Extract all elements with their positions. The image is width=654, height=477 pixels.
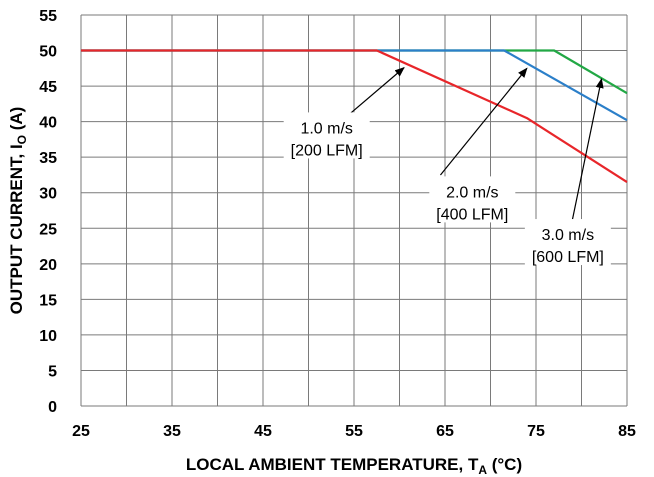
annotation-arrow bbox=[439, 67, 528, 176]
y-tick-label: 15 bbox=[39, 292, 57, 309]
y-tick-label: 20 bbox=[39, 257, 57, 274]
annotation-arrow bbox=[344, 66, 405, 119]
y-tick-label: 10 bbox=[39, 328, 57, 345]
y-tick-label: 5 bbox=[48, 363, 57, 380]
tick-labels: 25 35 45 55 65 75 85 0 5 10 15 20 25 30 35 40 45 50 55 bbox=[39, 8, 636, 440]
annotation-background bbox=[524, 219, 611, 266]
x-axis-title: LOCAL AMBIENT TEMPERATURE, TA (°C) bbox=[186, 455, 522, 477]
y-tick-label: 55 bbox=[39, 8, 57, 25]
series-line bbox=[81, 49, 628, 184]
x-tick-label: 75 bbox=[527, 423, 545, 440]
annotation-background bbox=[429, 176, 516, 223]
annotations: 1.0 m/s [200 LFM] 2.0 m/s [400 LFM] 3.0 m/s [… bbox=[283, 66, 611, 266]
x-tick-label: 35 bbox=[163, 423, 181, 440]
x-tick-label: 55 bbox=[345, 423, 363, 440]
annotation-background bbox=[283, 112, 370, 159]
y-tick-label: 50 bbox=[39, 44, 57, 61]
y-tick-label: 40 bbox=[39, 115, 57, 132]
annotation-label: 3.0 m/s bbox=[542, 227, 594, 244]
annotation-label: [400 LFM] bbox=[436, 206, 508, 223]
y-tick-label: 30 bbox=[39, 186, 57, 203]
y-tick-label: 0 bbox=[48, 399, 57, 416]
y-tick-label: 25 bbox=[39, 221, 57, 238]
x-tick-label: 65 bbox=[436, 423, 454, 440]
annotation-label: [600 LFM] bbox=[532, 249, 604, 266]
y-tick-label: 45 bbox=[39, 79, 57, 96]
annotation-arrow bbox=[571, 78, 604, 220]
annotation-label: [200 LFM] bbox=[291, 142, 363, 159]
x-tick-label: 25 bbox=[72, 423, 90, 440]
grid bbox=[80, 14, 628, 407]
annotation-label: 2.0 m/s bbox=[446, 184, 498, 201]
x-tick-label: 85 bbox=[618, 423, 636, 440]
x-tick-label: 45 bbox=[254, 423, 272, 440]
y-tick-label: 35 bbox=[39, 150, 57, 167]
annotation-label: 1.0 m/s bbox=[300, 120, 352, 137]
y-axis-title: OUTPUT CURRENT, IO (A) bbox=[7, 107, 29, 315]
